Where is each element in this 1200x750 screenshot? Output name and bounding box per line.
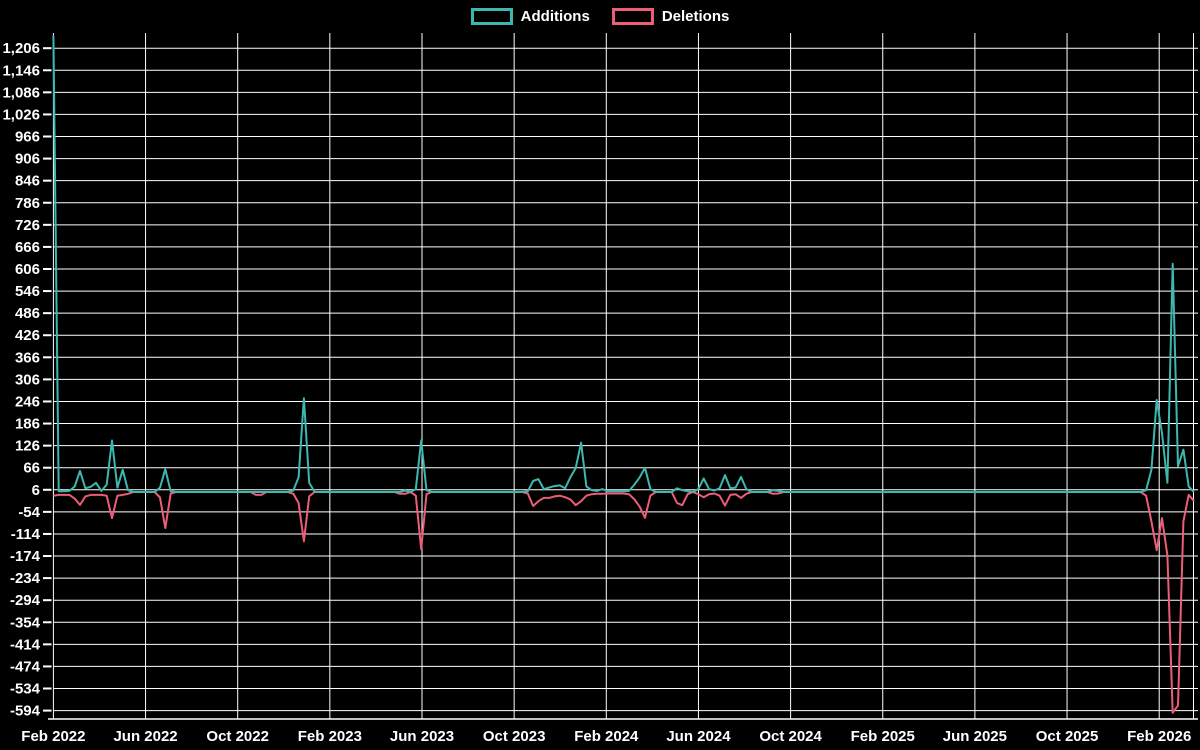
x-axis-tick-label: Oct 2022 [206, 728, 269, 745]
y-axis-tick-label: -174 [10, 548, 41, 565]
deletions-swatch-icon [611, 8, 654, 25]
x-axis-tick-label: Jun 2022 [113, 728, 177, 745]
y-axis-tick-label: -414 [10, 636, 41, 653]
y-axis-tick-label: 6 [32, 482, 40, 499]
x-axis-tick-label: Jun 2025 [943, 728, 1007, 745]
y-axis-tick-label: 66 [23, 460, 40, 477]
deletions-line [53, 491, 1195, 714]
additions-line [52, 35, 1195, 493]
y-axis-tick-label: 1,086 [2, 84, 40, 101]
x-axis-tick-label: Oct 2023 [483, 728, 546, 745]
y-axis-tick-label: 1,026 [2, 106, 40, 123]
y-axis-tick-label: -474 [10, 658, 41, 675]
y-axis-tick-label: 546 [15, 283, 40, 300]
y-axis-tick-label: 726 [15, 217, 40, 234]
x-axis-tick-label: Oct 2024 [759, 728, 822, 745]
y-axis-tick-label: 486 [15, 305, 40, 322]
y-axis-tick-label: 1,146 [2, 62, 40, 79]
y-axis-tick-label: 666 [15, 239, 40, 256]
x-axis-tick-label: Feb 2024 [574, 728, 639, 745]
x-axis-tick-label: Feb 2023 [298, 728, 362, 745]
additions-swatch-icon [470, 8, 513, 25]
y-axis-tick-label: -594 [10, 703, 41, 720]
y-axis-tick-label: -354 [10, 614, 41, 631]
x-axis-tick-label: Feb 2026 [1127, 728, 1191, 745]
y-axis-tick-label: -294 [10, 592, 41, 609]
y-axis-tick-label: 606 [15, 261, 40, 278]
y-axis-tick-label: -234 [10, 570, 41, 587]
x-axis-tick-label: Feb 2022 [21, 728, 85, 745]
y-axis-tick-label: 186 [15, 416, 40, 433]
legend-item-additions[interactable]: Additions [470, 8, 590, 25]
y-axis-tick-label: -114 [11, 526, 41, 543]
x-axis-tick-label: Jun 2024 [666, 728, 731, 745]
y-axis-tick-label: 426 [15, 327, 40, 344]
legend-label-deletions: Deletions [661, 8, 730, 25]
y-axis-tick-label: 1,206 [2, 40, 40, 57]
y-axis-tick-label: 366 [15, 349, 40, 366]
legend-label-additions: Additions [520, 8, 590, 25]
y-axis-tick-label: 906 [15, 151, 40, 168]
y-axis-tick-label: 306 [15, 371, 40, 388]
x-axis-tick-label: Feb 2025 [851, 728, 915, 745]
y-axis-tick-label: -54 [18, 504, 40, 521]
y-axis-tick-label: 966 [15, 129, 40, 146]
x-axis-tick-label: Oct 2025 [1036, 728, 1099, 745]
y-axis-tick-label: 126 [15, 438, 40, 455]
x-axis-tick-label: Jun 2023 [390, 728, 454, 745]
chart-legend: Additions Deletions [0, 8, 1200, 25]
y-axis-tick-label: 246 [15, 393, 40, 410]
legend-item-deletions[interactable]: Deletions [611, 8, 730, 25]
y-axis-tick-label: -534 [10, 681, 41, 698]
y-axis-tick-label: 786 [15, 195, 40, 212]
y-axis-tick-label: 846 [15, 173, 40, 190]
